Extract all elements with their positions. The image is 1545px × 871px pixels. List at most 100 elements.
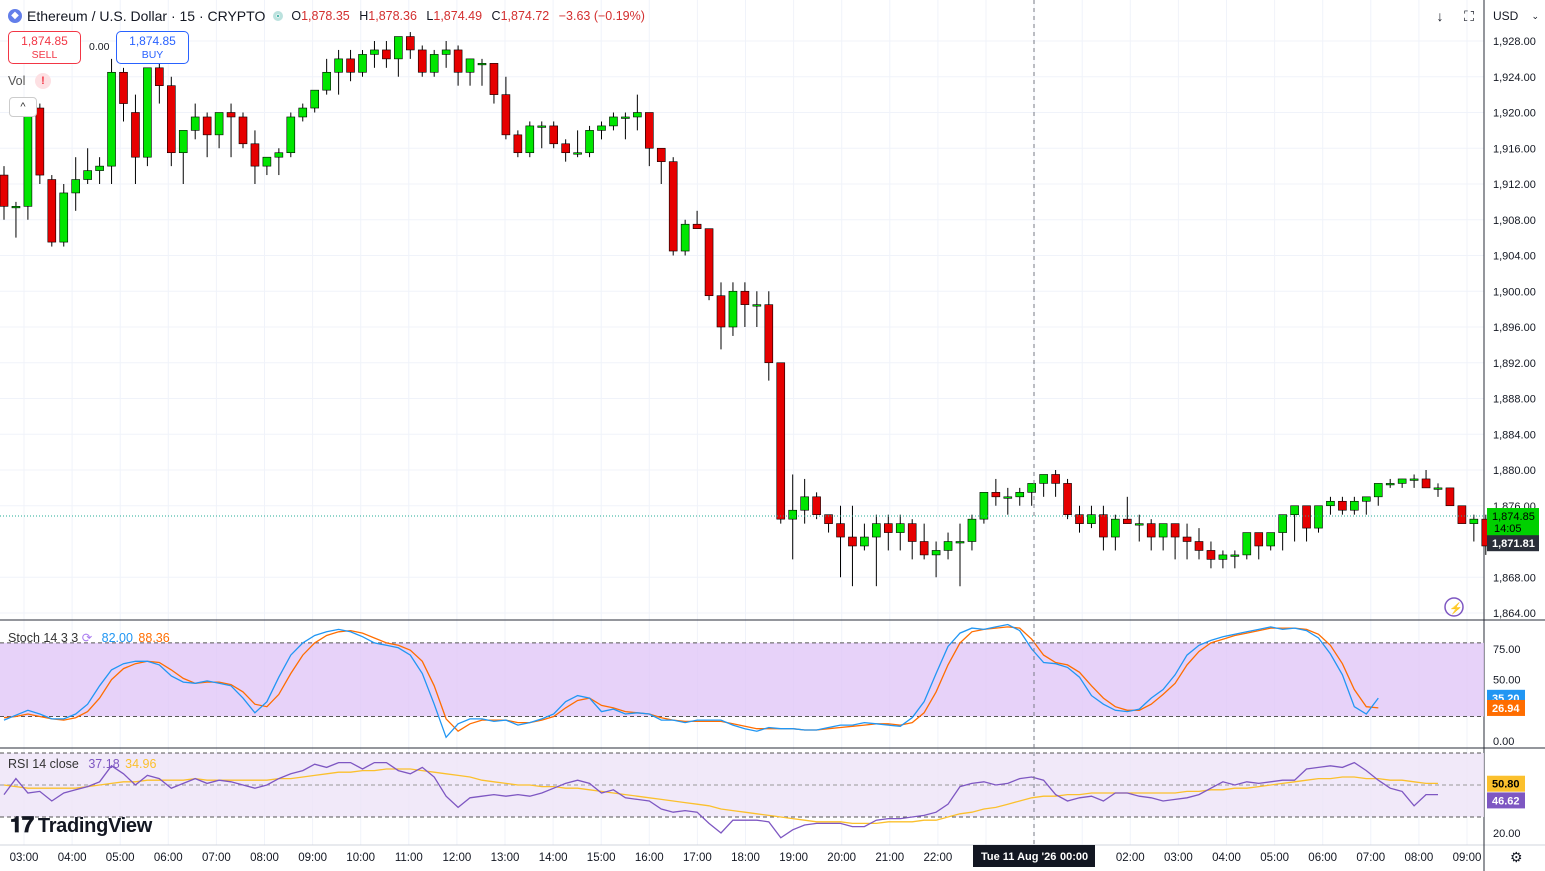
candle-body	[1385, 483, 1395, 486]
candle-body	[1373, 483, 1383, 498]
warning-icon[interactable]: !	[35, 73, 51, 89]
candle	[907, 519, 917, 560]
candle	[298, 103, 308, 122]
time-tick-label: 22:00	[924, 852, 953, 864]
candle-body	[429, 54, 439, 73]
candle-body	[788, 509, 798, 520]
candle-body	[1290, 505, 1299, 515]
candle-body	[489, 63, 499, 95]
candle-body	[1433, 487, 1443, 490]
sell-button[interactable]: 1,874.85 SELL	[8, 31, 81, 64]
candle	[489, 63, 499, 104]
crosshair-time-bg	[973, 845, 1095, 867]
candle-body	[1469, 518, 1479, 524]
candle	[310, 89, 320, 113]
candle-body	[1338, 500, 1347, 511]
refresh-icon[interactable]: ⟳	[81, 631, 93, 645]
candle-body	[1278, 514, 1287, 533]
candle	[1194, 528, 1204, 560]
candle-body	[1158, 523, 1168, 538]
candle	[1039, 474, 1048, 497]
candle	[262, 156, 272, 176]
candle	[919, 523, 929, 560]
candle	[322, 58, 331, 95]
candle	[1099, 505, 1108, 551]
price-axis: 1,928.00 1,924.00 1,920.00 1,916.00 1,912.00…	[1487, 36, 1539, 840]
candle	[716, 282, 726, 350]
candle	[131, 94, 140, 184]
candle	[836, 505, 845, 578]
candle	[1397, 478, 1407, 488]
currency-select[interactable]: USD ⌄	[1487, 4, 1545, 28]
candle-body	[322, 71, 331, 91]
rsi-value: 37.18	[88, 757, 120, 771]
stoch-legend[interactable]: Stoch 14 3 3 ⟳ 82.00 88.36	[8, 630, 170, 645]
time-tick-label: 14:00	[539, 852, 568, 864]
candle	[895, 514, 905, 551]
candle	[47, 175, 57, 247]
candle-body	[848, 536, 857, 547]
candle-body	[680, 223, 690, 252]
candle-body	[907, 523, 917, 542]
stoch-d-value: 88.36	[138, 631, 170, 645]
stoch-lines	[3, 623, 1379, 739]
collapse-indicators-button[interactable]: ^	[9, 97, 37, 117]
candle	[11, 201, 21, 238]
candle	[441, 41, 451, 68]
candle-body	[238, 116, 248, 145]
rsi-lines	[3, 761, 1438, 839]
candle	[597, 121, 606, 140]
candle-body	[1146, 523, 1156, 538]
candle-body	[71, 179, 80, 194]
candle-body	[1409, 478, 1419, 481]
candle-body	[370, 49, 379, 55]
price-tick-label: 1,864.00	[1493, 608, 1536, 620]
candle-body	[716, 295, 726, 328]
price-tick-label: 1,892.00	[1493, 358, 1536, 370]
candle	[1350, 496, 1359, 515]
rsi-legend[interactable]: RSI 14 close 37.18 34.96	[8, 757, 156, 771]
candle	[1003, 487, 1013, 515]
candle	[991, 478, 1001, 506]
spread-value: 0.00	[89, 41, 110, 53]
candle	[943, 532, 953, 560]
symbol-header[interactable]: ◆ Ethereum / U.S. Dollar · 15 · CRYPTO O…	[8, 6, 651, 26]
candle-body	[346, 58, 355, 73]
candle-body	[358, 54, 367, 73]
symbol-title[interactable]: Ethereum / U.S. Dollar · 15 · CRYPTO	[27, 8, 266, 24]
rsi-ma-tag-label: 50.80	[1492, 779, 1520, 791]
tradingview-logo[interactable]: 𝟏𝟕 TradingView	[10, 812, 152, 838]
candle	[250, 130, 260, 184]
candle	[1015, 487, 1025, 506]
time-tick-label: 02:00	[1116, 852, 1145, 864]
volume-label[interactable]: Vol	[8, 74, 26, 88]
candle-body	[382, 49, 391, 60]
candle	[1421, 470, 1431, 489]
time-tick-label: 10:00	[346, 852, 375, 864]
download-icon[interactable]: ↓	[1436, 8, 1444, 24]
candle	[274, 148, 284, 176]
candle-body	[477, 63, 487, 66]
buy-label: BUY	[141, 49, 164, 61]
candle-body	[1134, 523, 1144, 526]
chevron-down-icon: ⌄	[1531, 11, 1539, 21]
price-tick-label: 1,896.00	[1493, 322, 1536, 334]
price-tick-label: 1,920.00	[1493, 108, 1536, 120]
candle-body	[1302, 505, 1311, 529]
fullscreen-icon[interactable]: ⛶	[1464, 8, 1474, 24]
candle-body	[895, 523, 905, 533]
candle-body	[1362, 496, 1371, 502]
buy-button[interactable]: 1,874.85 BUY	[116, 31, 189, 64]
ohlc-readout: O1,878.35 H1,878.36 L1,874.49 C1,874.72 …	[291, 9, 645, 23]
price-candles	[0, 32, 1514, 587]
candle-body	[633, 112, 642, 118]
lightning-icon	[1444, 597, 1464, 617]
candle-body	[453, 49, 463, 73]
crosshair-price-bg	[1487, 535, 1539, 552]
stoch-k-value: 82.00	[101, 631, 133, 645]
time-tick-label: 08:00	[250, 852, 279, 864]
candle-body	[1075, 514, 1084, 524]
